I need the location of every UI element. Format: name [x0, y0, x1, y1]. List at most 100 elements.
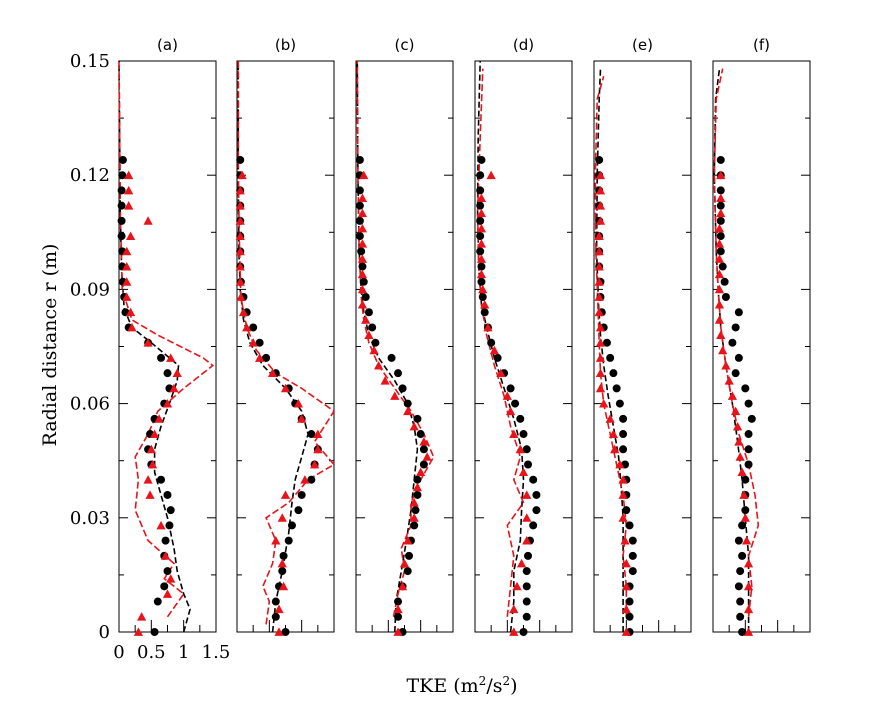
data-point-circle — [394, 369, 403, 378]
data-point-circle — [744, 445, 753, 454]
data-point-circle — [734, 582, 743, 591]
data-point-circle — [357, 247, 366, 256]
y-tick-label: 0.09 — [70, 279, 110, 300]
data-point-circle — [166, 506, 175, 515]
data-point-triangle — [409, 513, 419, 522]
data-point-triangle — [238, 307, 249, 317]
data-point-circle — [413, 414, 422, 423]
data-point-circle — [522, 567, 531, 576]
data-point-circle — [371, 338, 380, 347]
data-point-triangle — [740, 513, 750, 522]
y-axis-label: Radial distance r (m) — [39, 244, 61, 447]
data-point-triangle — [724, 376, 734, 385]
data-point-triangle — [594, 246, 604, 256]
data-point-triangle — [271, 536, 281, 545]
data-point-circle — [744, 399, 753, 408]
data-point-triangle — [148, 459, 158, 469]
data-point-triangle — [149, 429, 160, 438]
data-point-circle — [522, 582, 531, 591]
data-point-circle — [271, 612, 280, 621]
data-point-triangle — [357, 239, 368, 248]
data-point-triangle — [126, 307, 136, 317]
data-point-triangle — [122, 261, 132, 271]
data-point-triangle — [742, 536, 752, 545]
panel-title: (f) — [753, 36, 770, 54]
series-line-black — [118, 60, 191, 633]
x-axis-label-sup2: 2 — [502, 674, 510, 688]
data-point-triangle — [496, 368, 506, 378]
data-point-triangle — [235, 231, 245, 241]
data-point-triangle — [743, 558, 754, 568]
series-line-red — [713, 68, 760, 617]
data-point-triangle — [621, 558, 631, 568]
data-point-triangle — [154, 414, 164, 423]
data-point-triangle — [280, 383, 291, 393]
data-point-circle — [744, 460, 753, 469]
data-point-triangle — [737, 467, 747, 477]
data-point-circle — [602, 338, 611, 347]
panel-4: (d) — [474, 36, 573, 636]
y-tick-labels: 0 0.03 0.06 0.09 0.12 0.15 — [70, 51, 110, 643]
x-tick-label: 1 — [178, 642, 189, 663]
data-point-circle — [734, 536, 743, 545]
data-point-circle — [734, 353, 743, 362]
data-point-triangle — [716, 330, 726, 339]
data-point-triangle — [416, 467, 426, 477]
data-point-circle — [368, 323, 377, 332]
data-point-triangle — [267, 368, 278, 378]
data-point-circle — [284, 536, 293, 545]
data-point-triangle — [522, 536, 532, 545]
data-point-triangle — [714, 315, 725, 324]
data-point-triangle — [357, 269, 368, 279]
data-point-circle — [738, 628, 747, 636]
data-point-triangle — [621, 627, 631, 636]
data-point-circle — [255, 338, 264, 347]
data-point-triangle — [610, 444, 620, 454]
data-point-triangle — [605, 414, 615, 423]
data-point-circle — [716, 155, 725, 164]
data-point-triangle — [357, 284, 368, 294]
data-point-circle — [516, 414, 525, 423]
x-tick-label: 0 — [113, 642, 124, 663]
data-point-circle — [163, 567, 172, 576]
data-point-circle — [364, 308, 373, 317]
data-point-triangle — [156, 520, 166, 530]
data-point-triangle — [357, 193, 368, 202]
data-point-circle — [398, 384, 407, 393]
data-point-triangle — [714, 300, 725, 309]
data-point-circle — [117, 186, 126, 195]
data-point-triangle — [594, 292, 604, 301]
x-tick-label: 1.5 — [202, 642, 231, 663]
data-point-circle — [716, 216, 725, 225]
data-point-triangle — [422, 452, 432, 461]
data-point-triangle — [357, 300, 368, 309]
data-point-circle — [476, 232, 485, 241]
data-point-circle — [628, 567, 637, 576]
data-point-triangle — [390, 391, 400, 400]
data-point-circle — [741, 384, 750, 393]
data-point-circle — [355, 216, 364, 225]
series-line-black — [476, 60, 525, 633]
data-point-circle — [355, 232, 364, 241]
data-point-triangle — [714, 269, 725, 279]
data-point-circle — [721, 293, 730, 302]
data-point-circle — [619, 445, 628, 454]
data-point-triangle — [505, 406, 516, 416]
data-point-triangle — [714, 239, 725, 248]
data-point-triangle — [357, 208, 368, 218]
data-point-triangle — [714, 284, 725, 294]
data-point-triangle — [743, 581, 754, 591]
data-point-triangle — [594, 261, 604, 271]
data-point-triangle — [721, 360, 731, 370]
data-point-triangle — [235, 185, 245, 195]
data-point-circle — [118, 155, 127, 164]
data-point-triangle — [595, 322, 606, 332]
y-tick-label: 0.12 — [70, 165, 110, 186]
data-point-circle — [519, 628, 528, 636]
data-point-circle — [625, 612, 634, 621]
data-point-triangle — [620, 536, 630, 545]
data-point-triangle — [595, 383, 606, 393]
data-point-triangle — [143, 216, 153, 225]
data-point-triangle — [595, 185, 606, 195]
